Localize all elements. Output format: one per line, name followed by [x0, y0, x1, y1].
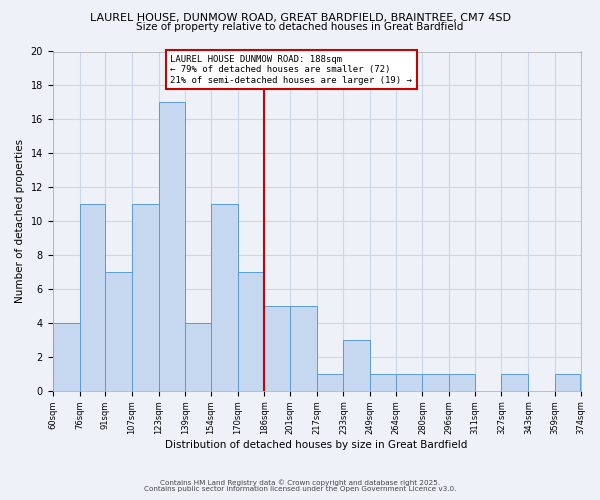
Bar	[449, 374, 475, 391]
Text: LAUREL HOUSE, DUNMOW ROAD, GREAT BARDFIELD, BRAINTREE, CM7 4SD: LAUREL HOUSE, DUNMOW ROAD, GREAT BARDFIE…	[89, 12, 511, 22]
Bar	[317, 374, 343, 391]
Bar	[211, 204, 238, 391]
Bar	[395, 374, 422, 391]
Bar	[422, 374, 449, 391]
Bar	[265, 306, 290, 391]
Bar	[105, 272, 131, 391]
Bar	[238, 272, 265, 391]
Bar	[53, 323, 80, 391]
Bar	[290, 306, 317, 391]
X-axis label: Distribution of detached houses by size in Great Bardfield: Distribution of detached houses by size …	[166, 440, 468, 450]
Bar	[80, 204, 105, 391]
Bar	[131, 204, 158, 391]
Y-axis label: Number of detached properties: Number of detached properties	[15, 139, 25, 303]
Bar	[185, 323, 211, 391]
Bar	[502, 374, 529, 391]
Text: Size of property relative to detached houses in Great Bardfield: Size of property relative to detached ho…	[136, 22, 464, 32]
Text: LAUREL HOUSE DUNMOW ROAD: 188sqm
← 79% of detached houses are smaller (72)
21% o: LAUREL HOUSE DUNMOW ROAD: 188sqm ← 79% o…	[170, 55, 412, 84]
Bar	[555, 374, 580, 391]
Bar	[158, 102, 185, 391]
Text: Contains HM Land Registry data © Crown copyright and database right 2025.
Contai: Contains HM Land Registry data © Crown c…	[144, 479, 456, 492]
Bar	[370, 374, 395, 391]
Bar	[343, 340, 370, 391]
